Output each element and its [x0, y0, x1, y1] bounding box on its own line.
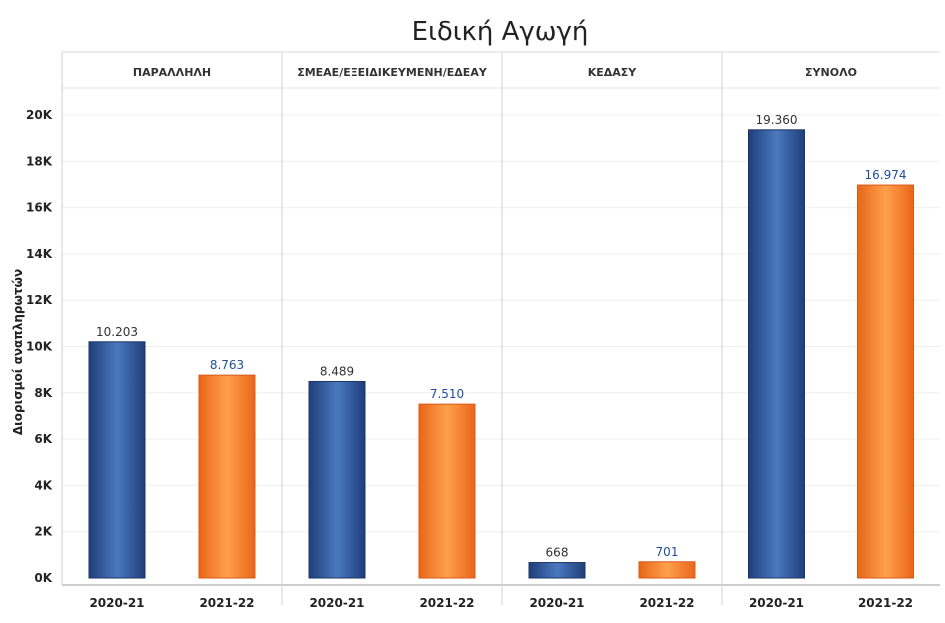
y-axis: 0K 2K 4K 6K 8K 10K 12K 14K 16K 18K 20K	[26, 108, 53, 585]
data-label: 7.510	[430, 387, 464, 401]
y-axis-title: Διορισμοί αναπληρωτών	[11, 269, 25, 435]
data-label: 19.360	[756, 113, 798, 127]
x-category-label: 2021-22	[639, 596, 694, 610]
bar-2021-22	[857, 184, 914, 579]
x-category-label: 2020-21	[89, 596, 144, 610]
bar-2020-21	[88, 341, 146, 579]
data-label: 8.489	[320, 364, 354, 378]
data-label: 16.974	[865, 168, 907, 182]
bar-2021-22	[418, 403, 476, 579]
y-tick-label: 4K	[34, 478, 52, 492]
y-tick-label: 14K	[26, 247, 53, 261]
bar-2020-21	[528, 562, 586, 579]
panel-layer: ΠΑΡΑΛΛΗΛΗ ΣΜΕΑΕ/ΕΞΕΙΔΙΚΕΥΜΕΝΗ/ΕΔΕΑΥ ΚΕΔΑΣΥ…	[133, 52, 857, 605]
bar-2021-22	[198, 374, 256, 579]
grid-layer	[61, 51, 940, 586]
y-tick-label: 6K	[34, 432, 52, 446]
y-tick-label: 10K	[26, 340, 53, 354]
x-category-label: 2021-22	[419, 596, 474, 610]
chart-title: Ειδική Αγωγή	[412, 17, 589, 47]
x-category-label: 2020-21	[749, 596, 804, 610]
x-category-label: 2021-22	[199, 596, 254, 610]
bar-2021-22	[638, 561, 696, 579]
y-tick-label: 2K	[34, 525, 52, 539]
data-label: 668	[546, 546, 569, 560]
panel-header: ΣΥΝΟΛΟ	[805, 66, 857, 79]
bar-layer: 10.203 2020-21 8.763 2021-22 8.489 2020-21 7.5…	[88, 113, 914, 610]
y-tick-label: 18K	[26, 154, 53, 168]
data-label: 701	[656, 545, 679, 559]
y-tick-label: 8K	[34, 386, 52, 400]
bar-2020-21	[308, 380, 366, 579]
y-tick-label: 20K	[26, 108, 53, 122]
y-tick-label: 12K	[26, 293, 53, 307]
data-label: 8.763	[210, 358, 244, 372]
y-tick-label: 0K	[34, 571, 52, 585]
y-tick-label: 16K	[26, 201, 53, 215]
x-category-label: 2020-21	[529, 596, 584, 610]
panel-header: ΠΑΡΑΛΛΗΛΗ	[133, 66, 211, 79]
x-category-label: 2020-21	[309, 596, 364, 610]
bar-2020-21	[748, 129, 805, 579]
x-category-label: 2021-22	[858, 596, 913, 610]
panel-header: ΣΜΕΑΕ/ΕΞΕΙΔΙΚΕΥΜΕΝΗ/ΕΔΕΑΥ	[297, 66, 488, 79]
data-label: 10.203	[96, 325, 138, 339]
panel-header: ΚΕΔΑΣΥ	[588, 66, 638, 79]
